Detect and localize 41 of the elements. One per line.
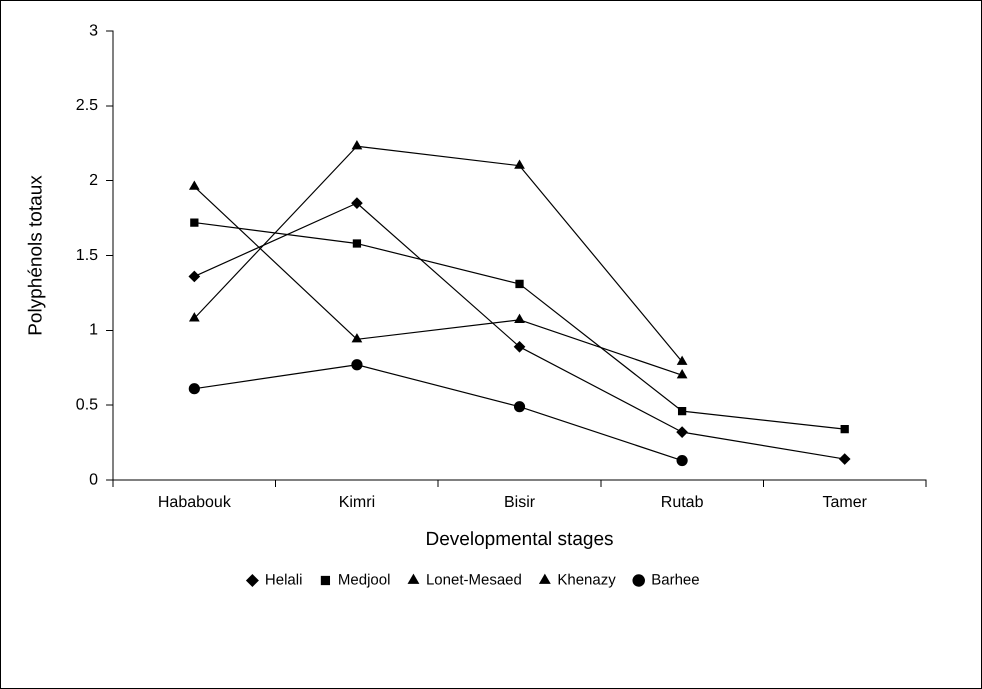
point	[188, 270, 200, 282]
point	[514, 160, 524, 169]
y-tick-label: 1	[89, 322, 98, 339]
x-tick-label: Rutab	[660, 494, 704, 512]
point	[515, 280, 524, 288]
y-tick-label: 2.5	[76, 97, 98, 114]
point	[676, 426, 688, 438]
x-tick-label: Hababouk	[158, 494, 232, 512]
legend-label: Khenazy	[557, 572, 616, 589]
point	[352, 140, 362, 150]
point	[190, 218, 198, 227]
x-axis-title: Developmental stages	[426, 528, 614, 550]
point	[514, 314, 524, 323]
y-tick-label: 3	[89, 22, 98, 40]
point	[352, 239, 362, 248]
x-tick-label: Tamer	[822, 494, 868, 512]
y-tick-label: 0.5	[76, 396, 98, 414]
point	[514, 341, 526, 352]
legend-label: Medjool	[338, 572, 390, 589]
point	[514, 401, 526, 412]
point	[676, 454, 688, 466]
point	[188, 383, 200, 394]
y-axis-title: Polyphénols totaux	[26, 174, 47, 336]
legend-label: Barhee	[651, 572, 700, 589]
point	[351, 359, 363, 370]
y-tick-label: 2	[89, 172, 98, 190]
legend-label: Lonet-Mesaed	[426, 572, 522, 589]
x-tick-label: Kimri	[338, 494, 376, 512]
y-tick-label: 1.5	[76, 246, 98, 264]
legend-label: Helali	[264, 572, 302, 589]
point	[189, 181, 200, 190]
point	[351, 198, 363, 209]
point	[678, 407, 686, 416]
x-tick-label: Bisir	[504, 494, 536, 512]
point	[352, 334, 362, 342]
point	[839, 453, 850, 465]
point	[189, 312, 200, 322]
point	[677, 356, 688, 365]
point	[677, 370, 688, 378]
y-tick-label: 0	[89, 471, 98, 488]
point	[840, 424, 849, 434]
